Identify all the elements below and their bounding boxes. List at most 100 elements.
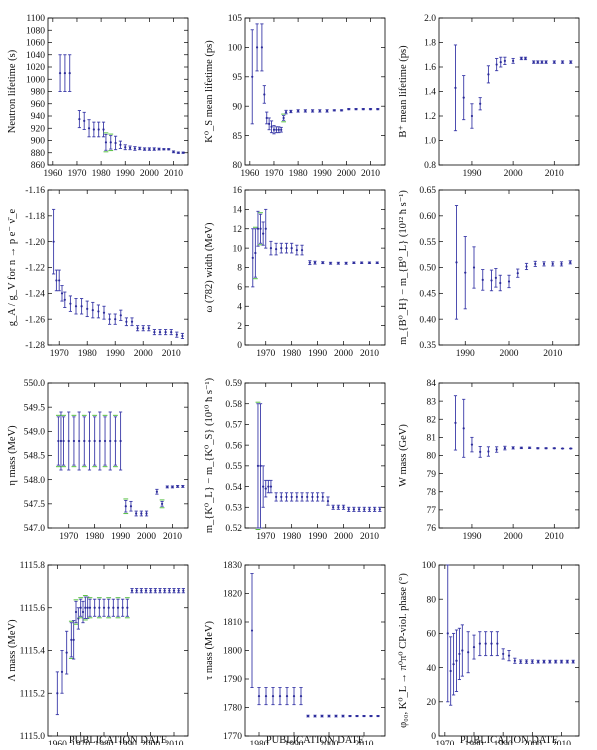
data-marker bbox=[86, 307, 89, 310]
data-point bbox=[147, 325, 151, 332]
y-axis-label: η mass (MeV) bbox=[7, 425, 18, 486]
data-marker bbox=[285, 695, 289, 698]
data-point bbox=[141, 325, 145, 332]
data-point bbox=[269, 479, 273, 494]
data-point bbox=[310, 109, 315, 113]
data-marker bbox=[455, 659, 458, 662]
data-marker bbox=[264, 227, 267, 230]
data-marker bbox=[472, 266, 476, 269]
data-marker bbox=[58, 279, 61, 282]
data-marker bbox=[269, 247, 273, 250]
data-marker bbox=[116, 606, 120, 609]
x-tick-label: 1970 bbox=[264, 169, 283, 179]
x-tick-label: 2010 bbox=[165, 740, 184, 745]
data-point bbox=[313, 714, 317, 718]
y-tick-label: 547.0 bbox=[24, 524, 46, 534]
y-tick-label: 0.40 bbox=[419, 315, 436, 325]
x-tick-label: 1970 bbox=[50, 349, 69, 359]
data-marker bbox=[177, 589, 180, 592]
data-marker bbox=[484, 642, 487, 645]
data-point bbox=[101, 121, 106, 138]
data-marker bbox=[534, 262, 537, 265]
y-tick-label: 0.56 bbox=[225, 441, 242, 451]
data-marker bbox=[499, 61, 502, 64]
panel-9: 1990 2000 2010 76 77 78 79 80 81 82 83 84 W mass (Ge… bbox=[398, 379, 580, 542]
x-axis-label: PUBLICATION DATE bbox=[266, 735, 364, 745]
data-point bbox=[279, 492, 283, 502]
data-marker bbox=[525, 265, 528, 268]
data-marker bbox=[182, 151, 185, 154]
y-tick-label: 95 bbox=[233, 73, 243, 83]
data-point bbox=[362, 714, 366, 718]
data-point bbox=[344, 261, 348, 265]
data-point bbox=[503, 56, 507, 66]
data-marker bbox=[553, 61, 556, 64]
x-tick-label: 2010 bbox=[543, 349, 562, 359]
panel-2: 1960 1970 1980 1990 2000 2010 80 85 90 95 100 105 K⁰… bbox=[204, 14, 386, 179]
data-marker bbox=[63, 298, 66, 301]
data-marker bbox=[458, 652, 461, 656]
data-marker bbox=[138, 147, 141, 150]
data-marker bbox=[503, 59, 506, 62]
y-axis-label: Λ mass (MeV) bbox=[7, 619, 18, 682]
data-point bbox=[87, 411, 92, 471]
data-marker bbox=[280, 247, 283, 250]
data-point bbox=[519, 659, 523, 664]
plot-frame bbox=[438, 17, 580, 166]
x-tick-label: 1960 bbox=[43, 169, 62, 179]
y-tick-label: 548.0 bbox=[24, 476, 46, 486]
data-point bbox=[533, 260, 537, 267]
data-marker bbox=[177, 151, 180, 154]
data-marker bbox=[74, 610, 78, 614]
data-point bbox=[251, 228, 255, 288]
data-point bbox=[144, 510, 149, 517]
data-point bbox=[530, 659, 534, 664]
y-tick-label: 2 bbox=[237, 322, 242, 332]
data-point bbox=[139, 588, 143, 594]
x-tick-label: 2000 bbox=[504, 532, 523, 542]
data-point bbox=[470, 436, 474, 453]
data-marker bbox=[102, 606, 106, 609]
data-marker bbox=[525, 660, 528, 663]
data-point bbox=[98, 411, 102, 471]
data-marker bbox=[512, 59, 515, 62]
data-marker bbox=[325, 109, 329, 113]
data-point bbox=[462, 398, 466, 458]
data-point bbox=[142, 147, 147, 151]
data-point bbox=[81, 600, 85, 624]
data-point bbox=[111, 598, 115, 617]
y-tick-label: 920 bbox=[31, 124, 46, 134]
data-marker bbox=[544, 447, 548, 450]
y-tick-label: 2.0 bbox=[424, 14, 436, 24]
data-marker bbox=[86, 606, 89, 609]
data-marker bbox=[114, 318, 117, 321]
data-marker bbox=[306, 495, 309, 499]
y-tick-label: 1080 bbox=[26, 26, 45, 36]
data-point bbox=[261, 221, 265, 246]
data-point bbox=[63, 291, 67, 308]
y-axis-label: τ mass (MeV) bbox=[204, 620, 215, 680]
data-point bbox=[87, 119, 91, 138]
data-marker bbox=[158, 330, 162, 334]
data-marker bbox=[68, 72, 71, 75]
data-marker bbox=[548, 660, 551, 663]
data-marker bbox=[112, 606, 115, 609]
data-marker bbox=[162, 148, 165, 151]
x-tick-label: 2010 bbox=[360, 532, 379, 542]
data-point bbox=[113, 414, 118, 468]
data-marker bbox=[446, 632, 449, 635]
data-point bbox=[260, 23, 264, 72]
data-point bbox=[262, 85, 266, 104]
data-marker bbox=[327, 714, 331, 718]
x-tick-label: 1970 bbox=[67, 169, 86, 179]
data-marker bbox=[164, 330, 167, 334]
data-point bbox=[269, 120, 274, 134]
data-point bbox=[97, 121, 101, 138]
data-marker bbox=[72, 439, 76, 443]
data-point bbox=[162, 148, 166, 151]
plot-frame bbox=[244, 564, 386, 737]
data-marker bbox=[102, 311, 106, 314]
x-tick-label: 1960 bbox=[240, 169, 259, 179]
y-tick-label: 8 bbox=[237, 264, 242, 274]
data-point bbox=[571, 659, 575, 664]
